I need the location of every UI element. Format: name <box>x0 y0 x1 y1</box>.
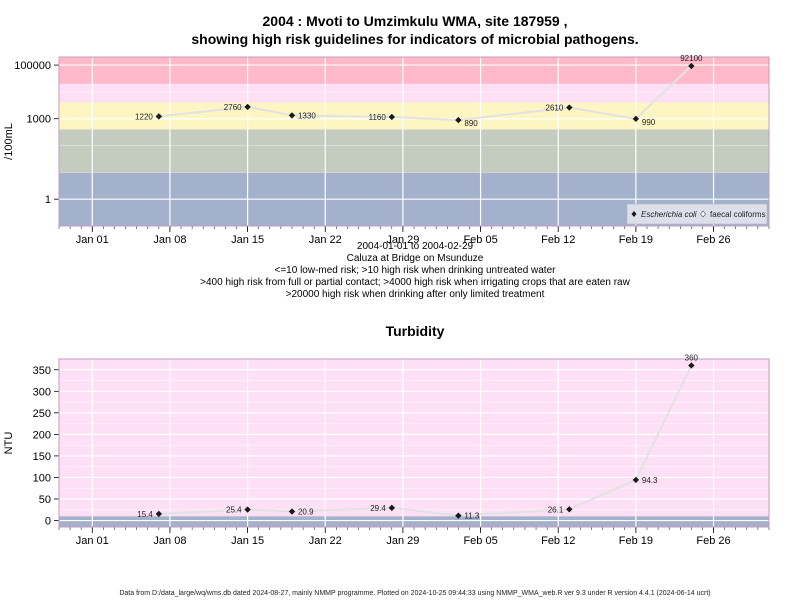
plot-frame <box>58 56 770 227</box>
x-tick-label: Jan 22 <box>309 234 342 246</box>
chart1-note-risk-3: >20000 high risk when drinking after onl… <box>286 289 545 300</box>
chart1-title: 2004 : Mvoti to Umzimkulu WMA, site 1879… <box>263 13 568 29</box>
risk-band-1 <box>59 359 769 517</box>
x-tick-label: Jan 08 <box>153 535 186 547</box>
data-label: 1220 <box>135 112 153 121</box>
legend-entry-faecal: faecal coliforms <box>710 210 766 219</box>
y-tick-label: 50 <box>39 494 51 506</box>
data-point <box>632 476 640 484</box>
data-point <box>288 508 296 515</box>
chart2-title: Turbidity <box>386 323 445 339</box>
data-label: 20.9 <box>298 508 314 517</box>
footer-note: Data from D:/data_large/wq/wms.db dated … <box>119 590 710 597</box>
x-tick-label: Feb 26 <box>696 535 730 547</box>
x-tick-label: Jan 01 <box>76 234 109 246</box>
x-tick-label: Jan 15 <box>231 535 264 547</box>
data-label: 890 <box>464 119 478 128</box>
series-line <box>158 365 693 517</box>
data-point <box>566 104 573 111</box>
y-axis-label: /100mL <box>3 123 15 160</box>
x-tick-label: Jan 29 <box>386 535 419 547</box>
legend: Escherichia coli faecal coliforms <box>626 203 768 225</box>
data-point <box>688 62 695 70</box>
data-label: 29.4 <box>370 504 386 513</box>
data-point <box>455 512 462 519</box>
chart2-plot: 0 50 100 150 200 250 300 350 Jan 01 Jan 08 Jan 15 J… <box>3 353 770 547</box>
risk-band-2 <box>59 102 769 130</box>
data-point <box>632 115 640 123</box>
data-label: 1160 <box>369 113 387 122</box>
data-label: 1330 <box>298 111 316 120</box>
legend-symbol-faecal <box>700 210 706 218</box>
chart1-note-risk-2: >400 high risk from full or partial cont… <box>200 277 630 288</box>
data-point <box>155 113 163 120</box>
x-tick-label: Feb 12 <box>541 234 575 246</box>
x-tick-label: Feb 26 <box>696 234 730 246</box>
plot-frame <box>58 358 770 528</box>
x-tick-label: Jan 08 <box>153 234 186 246</box>
y-tick-label: 250 <box>33 408 51 420</box>
y-tick-label: 100000 <box>14 60 51 72</box>
chart1-note-risk-1: <=10 low-med risk; >10 high risk when dr… <box>275 265 557 276</box>
risk-band-0 <box>59 516 769 527</box>
x-tick-label: Jan 15 <box>231 234 264 246</box>
x-tick-label: Feb 05 <box>463 535 497 547</box>
data-point <box>288 112 296 119</box>
risk-band-3 <box>59 83 769 103</box>
data-point <box>244 103 251 111</box>
data-point <box>455 116 462 124</box>
data-label: 2760 <box>224 103 242 112</box>
y-tick-label: 150 <box>33 451 51 463</box>
legend-entry-ecoli: Escherichia coli <box>641 210 697 219</box>
data-label: 92100 <box>680 54 703 63</box>
y-tick-label: 100 <box>33 472 51 484</box>
series-line <box>158 65 693 122</box>
data-point <box>155 510 163 518</box>
data-point <box>388 113 396 121</box>
x-tick-label: Jan 01 <box>76 535 109 547</box>
y-tick-label: 350 <box>33 365 51 377</box>
data-point <box>688 362 695 369</box>
data-label: 11.3 <box>464 512 480 521</box>
x-tick-label: Feb 19 <box>619 535 653 547</box>
y-tick-label: 200 <box>33 429 51 441</box>
x-tick-label: Feb 12 <box>541 535 575 547</box>
data-point <box>244 506 251 513</box>
y-tick-label: 1 <box>45 194 51 206</box>
chart1-note-date-range: 2004-01-01 to 2004-02-29 <box>357 241 474 252</box>
x-tick-label: Jan 29 <box>386 234 419 246</box>
y-tick-label: 300 <box>33 386 51 398</box>
data-label: 360 <box>685 353 699 362</box>
chart1-note-site: Caluza at Bridge on Msunduze <box>347 253 484 264</box>
data-label: 26.1 <box>548 505 564 514</box>
data-label: 2610 <box>546 104 564 113</box>
risk-band-1 <box>59 129 769 173</box>
y-tick-label: 0 <box>45 516 51 528</box>
chart1-plot: 1 1000 100000 Jan 01 Jan 08 Jan 15 Jan 22 Jan 2… <box>3 54 770 246</box>
data-label: 990 <box>642 118 656 127</box>
data-label: 94.3 <box>642 476 658 485</box>
y-tick-label: 1000 <box>27 114 51 126</box>
data-point <box>566 506 573 513</box>
chart1-subtitle: showing high risk guidelines for indicat… <box>191 31 638 47</box>
legend-box <box>626 203 768 225</box>
y-axis-label: NTU <box>3 432 15 455</box>
x-tick-label: Feb 05 <box>463 234 497 246</box>
legend-symbol-ecoli <box>631 211 637 217</box>
x-tick-label: Feb 19 <box>619 234 653 246</box>
data-label: 15.4 <box>137 510 153 519</box>
data-label: 25.4 <box>226 506 242 515</box>
x-tick-label: Jan 22 <box>309 535 342 547</box>
data-point <box>388 504 396 512</box>
risk-band-4 <box>59 57 769 84</box>
